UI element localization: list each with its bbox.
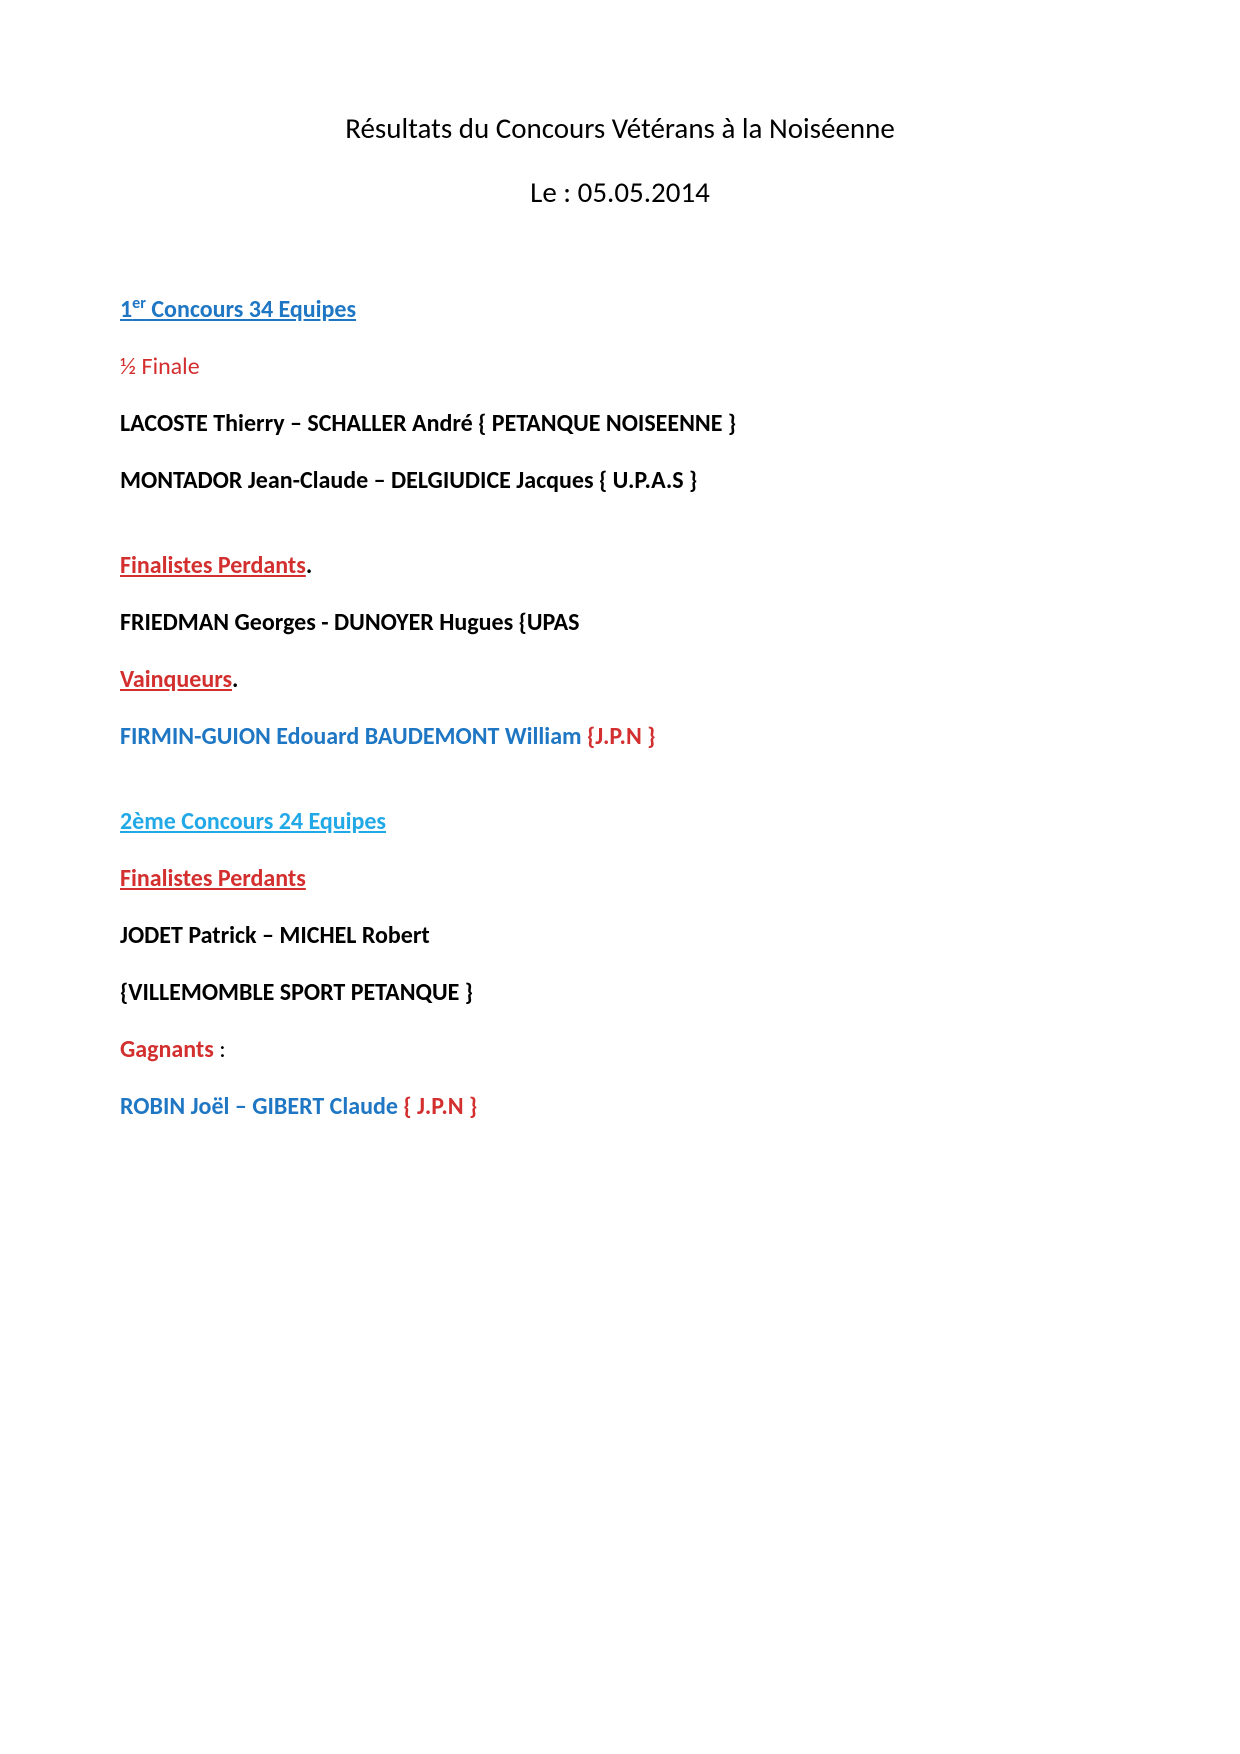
winners-1-row: Vainqueurs.: [120, 665, 1120, 694]
finalists-losers-2-label: Finalistes Perdants: [120, 864, 306, 893]
document-date: Le : 05.05.2014: [120, 174, 1120, 210]
document-title: Résultats du Concours Vétérans à la Nois…: [120, 110, 1120, 146]
winners-2-colon: :: [214, 1035, 226, 1064]
half-final-label: ½ Finale: [120, 352, 1120, 381]
section-1-rest: Concours 34 Equipes: [146, 295, 356, 324]
winners-1-label: Vainqueurs: [120, 665, 232, 694]
section-1-sup: er: [132, 294, 146, 313]
winners-2-entry: ROBIN Joël – GIBERT Claude { J.P.N }: [120, 1092, 1120, 1121]
winners-2-row: Gagnants :: [120, 1035, 1120, 1064]
winners-1-names: FIRMIN-GUION Edouard BAUDEMONT William: [120, 722, 587, 751]
section-1-header: 1er Concours 34 Equipes: [120, 294, 1120, 324]
half-final-entry-1: LACOSTE Thierry – SCHALLER André { PETAN…: [120, 409, 1120, 438]
finalists-losers-1-entry: FRIEDMAN Georges - DUNOYER Hugues {UPAS: [120, 608, 1120, 637]
finalists-losers-1-dot: .: [306, 551, 312, 580]
section-2-header: 2ème Concours 24 Equipes: [120, 807, 1120, 836]
winners-2-names: ROBIN Joël – GIBERT Claude: [120, 1092, 403, 1121]
winners-1-dot: .: [232, 665, 238, 694]
winners-1-club: {J.P.N }: [587, 722, 655, 751]
winners-1-entry: FIRMIN-GUION Edouard BAUDEMONT William {…: [120, 722, 1120, 751]
winners-2-club: { J.P.N }: [403, 1092, 477, 1121]
finalists-losers-2-row: Finalistes Perdants: [120, 864, 1120, 893]
finalists-losers-2-entry-1: JODET Patrick – MICHEL Robert: [120, 921, 1120, 950]
section-1-prefix: 1: [120, 295, 132, 324]
winners-2-label: Gagnants: [120, 1035, 214, 1064]
half-final-entry-2: MONTADOR Jean-Claude – DELGIUDICE Jacque…: [120, 466, 1120, 495]
finalists-losers-1-row: Finalistes Perdants.: [120, 551, 1120, 580]
finalists-losers-2-entry-2: {VILLEMOMBLE SPORT PETANQUE }: [120, 978, 1120, 1007]
finalists-losers-1-label: Finalistes Perdants: [120, 551, 306, 580]
